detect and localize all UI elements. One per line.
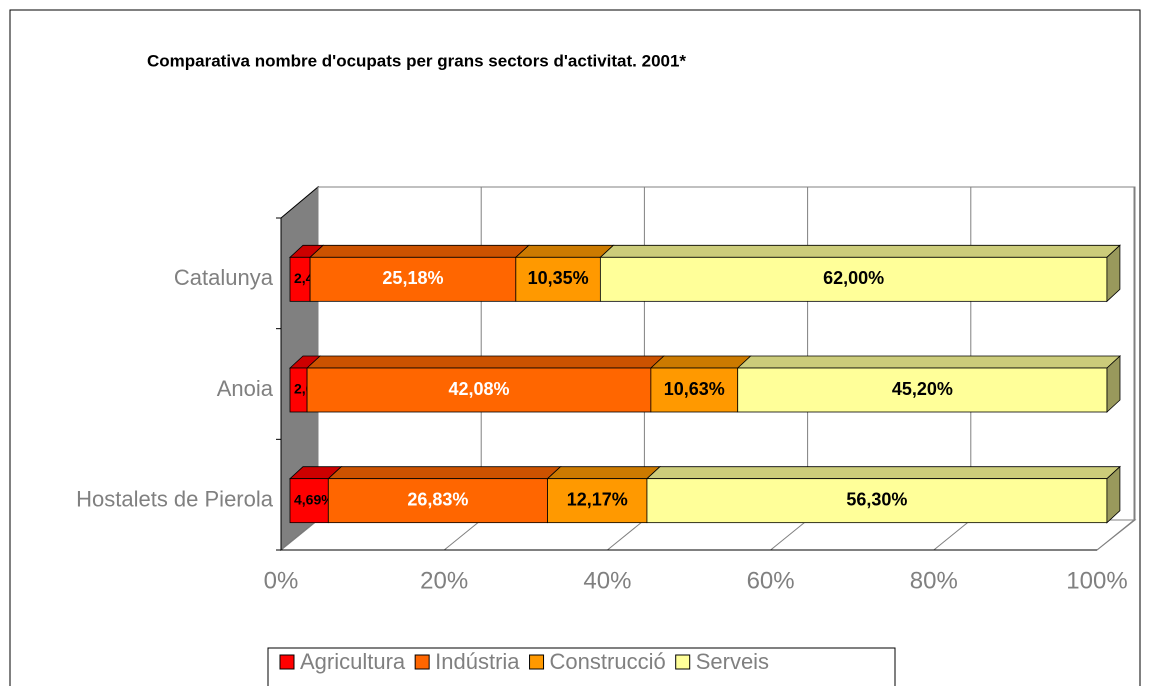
bar-end bbox=[1106, 244, 1121, 303]
legend-label: Serveis bbox=[696, 649, 769, 674]
data-label: 12,17% bbox=[567, 489, 628, 509]
bar bbox=[515, 256, 601, 302]
bar-segment bbox=[288, 355, 322, 413]
bar-segment bbox=[649, 355, 752, 413]
data-label: 42,08% bbox=[448, 379, 509, 399]
legend-label: Construcció bbox=[550, 649, 666, 674]
bar bbox=[306, 367, 652, 413]
x-tick-label: 0% bbox=[264, 567, 299, 594]
legend-swatch bbox=[529, 654, 545, 670]
floor-grid-line bbox=[1096, 519, 1135, 551]
bar-top bbox=[599, 244, 1121, 258]
floor-grid-line bbox=[443, 519, 482, 551]
bar-segment bbox=[306, 355, 665, 413]
y-tick-label: Hostalets de Pierola bbox=[76, 486, 274, 511]
bar-segment bbox=[645, 465, 1121, 524]
legend-label: Agricultura bbox=[300, 649, 406, 674]
chart-frame bbox=[9, 9, 1141, 686]
bar-top bbox=[306, 355, 665, 369]
bar bbox=[599, 256, 1108, 302]
y-tick-label: Catalunya bbox=[174, 265, 274, 290]
bar-top bbox=[327, 466, 562, 480]
data-label: 62,00% bbox=[823, 268, 884, 288]
data-label: 56,30% bbox=[846, 489, 907, 509]
bar-top bbox=[649, 355, 752, 369]
bar bbox=[327, 478, 548, 524]
bar-top bbox=[645, 466, 1121, 480]
bar-end bbox=[1106, 465, 1121, 524]
bar-segment bbox=[288, 466, 343, 524]
legend bbox=[267, 647, 896, 686]
x-tick-label: 60% bbox=[747, 567, 795, 594]
floor-grid-line bbox=[280, 519, 319, 551]
floor-grid-line bbox=[933, 519, 972, 551]
floor-grid-line bbox=[770, 519, 808, 551]
x-tick-label: 20% bbox=[420, 567, 468, 594]
y-tick-label: Anoia bbox=[217, 376, 274, 401]
bar-segment bbox=[327, 466, 562, 524]
bar-top bbox=[736, 355, 1122, 369]
bar-end bbox=[1106, 355, 1121, 413]
bar-segment bbox=[736, 355, 1122, 413]
x-tick-label: 100% bbox=[1066, 567, 1127, 594]
bar bbox=[737, 367, 1108, 413]
bar bbox=[289, 478, 329, 524]
legend-swatch bbox=[675, 654, 691, 670]
bar bbox=[547, 478, 648, 524]
bar bbox=[309, 256, 517, 302]
x-tick-label: 40% bbox=[583, 567, 631, 594]
data-label: 26,83% bbox=[407, 489, 468, 509]
data-label: 10,35% bbox=[528, 268, 589, 288]
bar-segment bbox=[288, 244, 325, 302]
data-label: 4,69% bbox=[294, 491, 334, 507]
legend-swatch bbox=[279, 654, 295, 670]
chart-title: Comparativa nombre d'ocupats per grans s… bbox=[147, 51, 686, 70]
data-label: 45,20% bbox=[892, 379, 953, 399]
bar-top bbox=[309, 244, 530, 258]
data-label: 25,18% bbox=[382, 268, 443, 288]
bar bbox=[650, 367, 739, 413]
x-tick-label: 80% bbox=[910, 567, 958, 594]
bar-segment bbox=[546, 466, 661, 524]
legend-label: Indústria bbox=[435, 649, 520, 674]
legend-swatch bbox=[414, 654, 430, 670]
bar-segment bbox=[599, 244, 1121, 303]
bar-segment bbox=[514, 244, 615, 302]
floor bbox=[279, 519, 1137, 551]
bar-top bbox=[514, 244, 615, 258]
data-label: 10,63% bbox=[664, 379, 725, 399]
bar-top bbox=[546, 466, 661, 480]
floor-grid-line bbox=[607, 519, 645, 551]
